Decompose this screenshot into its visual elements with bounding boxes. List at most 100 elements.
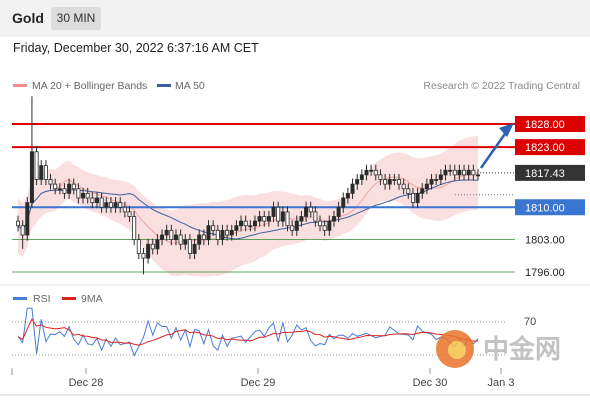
- candle-77: [373, 164, 378, 181]
- candle-48: [239, 215, 244, 232]
- candle-44: [220, 224, 225, 246]
- candle-body: [108, 202, 113, 208]
- candle-62: [304, 201, 309, 223]
- candle-body: [345, 192, 350, 199]
- candle-body: [410, 192, 415, 204]
- candle-body: [239, 220, 244, 227]
- candle-body: [71, 183, 76, 190]
- candle-body: [420, 188, 425, 194]
- candle-body: [43, 165, 48, 180]
- candle-body: [252, 220, 257, 227]
- rsi-level-70-label: 70: [524, 316, 536, 328]
- candle-body: [155, 239, 160, 250]
- candle-body: [169, 229, 174, 241]
- candle-8: [53, 178, 58, 195]
- candle-body: [378, 174, 383, 180]
- candle-73: [355, 173, 360, 190]
- candle-body: [429, 179, 434, 185]
- candle-66: [322, 220, 327, 236]
- candle-79: [383, 173, 388, 190]
- candle-body: [90, 197, 95, 204]
- candle-28: [146, 238, 151, 264]
- candle-body: [29, 151, 34, 204]
- timeframe-button[interactable]: 30 MIN: [51, 7, 101, 30]
- watermark-text: 中金网: [483, 334, 561, 365]
- candle-body: [122, 206, 127, 213]
- candle-body: [132, 216, 137, 241]
- candle-body: [187, 239, 192, 254]
- candle-83: [401, 178, 406, 195]
- candle-body: [341, 197, 346, 208]
- candle-body: [34, 151, 39, 180]
- candle-2: [25, 197, 30, 241]
- candle-68: [331, 210, 336, 227]
- candle-body: [336, 206, 341, 217]
- candle-53: [262, 210, 267, 227]
- candle-91: [438, 169, 443, 186]
- candle-81: [392, 173, 397, 186]
- candle-body: [48, 179, 53, 185]
- candle-19: [104, 197, 109, 213]
- candle-14: [81, 187, 86, 204]
- candle-82: [397, 173, 402, 190]
- rsi-ma-legend-swatch: [62, 297, 76, 300]
- candle-70: [341, 192, 346, 213]
- price-tag-label-3: 1810.00: [525, 202, 565, 214]
- candle-body: [39, 165, 44, 180]
- candle-20: [108, 197, 113, 213]
- candle-body: [164, 229, 169, 236]
- candle-98: [471, 164, 476, 181]
- candle-56: [276, 201, 281, 227]
- candle-17: [94, 192, 99, 209]
- candle-body: [401, 183, 406, 190]
- candle-body: [438, 174, 443, 180]
- candle-body: [160, 234, 165, 241]
- candle-29: [150, 238, 155, 255]
- candle-body: [150, 243, 155, 250]
- candle-body: [364, 169, 369, 176]
- candle-35: [178, 229, 183, 250]
- candle-body: [294, 220, 299, 231]
- candle-6: [43, 160, 48, 186]
- datetime-label: Friday, December 30, 2022 6:37:16 AM CET: [13, 41, 259, 55]
- rsi-line: [17, 307, 479, 357]
- price-tag-label-4: 1803.00: [525, 235, 565, 247]
- candle-3: [29, 96, 34, 209]
- candle-body: [313, 211, 318, 222]
- credit-label: Research © 2022 Trading Central: [423, 80, 580, 92]
- price-tag-label-0: 1828.00: [525, 119, 565, 131]
- candle-body: [369, 169, 374, 172]
- candle-body: [20, 225, 25, 236]
- candle-30: [155, 234, 160, 255]
- candle-7: [48, 173, 53, 190]
- candle-body: [211, 225, 216, 231]
- candle-51: [252, 215, 257, 232]
- candle-body: [318, 220, 323, 227]
- ma20-line: [17, 172, 479, 244]
- rsi-ma-legend-label: 9MA: [81, 293, 103, 305]
- candle-43: [215, 224, 220, 246]
- candle-26: [136, 234, 141, 260]
- price-tag-bg-1: [515, 139, 585, 156]
- candle-10: [62, 183, 67, 199]
- candle-body: [67, 183, 72, 194]
- candle-95: [457, 164, 462, 181]
- candle-body: [53, 183, 58, 190]
- candle-99: [475, 169, 480, 181]
- candle-body: [355, 179, 360, 185]
- candle-body: [308, 206, 313, 213]
- candle-body: [57, 188, 62, 191]
- ma20-legend-swatch: [13, 84, 27, 87]
- candle-90: [434, 173, 439, 186]
- candle-39: [197, 229, 202, 250]
- candle-87: [420, 183, 425, 199]
- candle-38: [192, 238, 197, 260]
- candle-body: [257, 216, 262, 222]
- candle-body: [118, 202, 123, 208]
- candle-12: [71, 178, 76, 195]
- candle-body: [178, 234, 183, 245]
- x-tick-label-2: Dec 30: [413, 377, 448, 389]
- candle-63: [308, 201, 313, 218]
- candle-body: [99, 197, 104, 208]
- projection-arrow-head: [499, 123, 514, 137]
